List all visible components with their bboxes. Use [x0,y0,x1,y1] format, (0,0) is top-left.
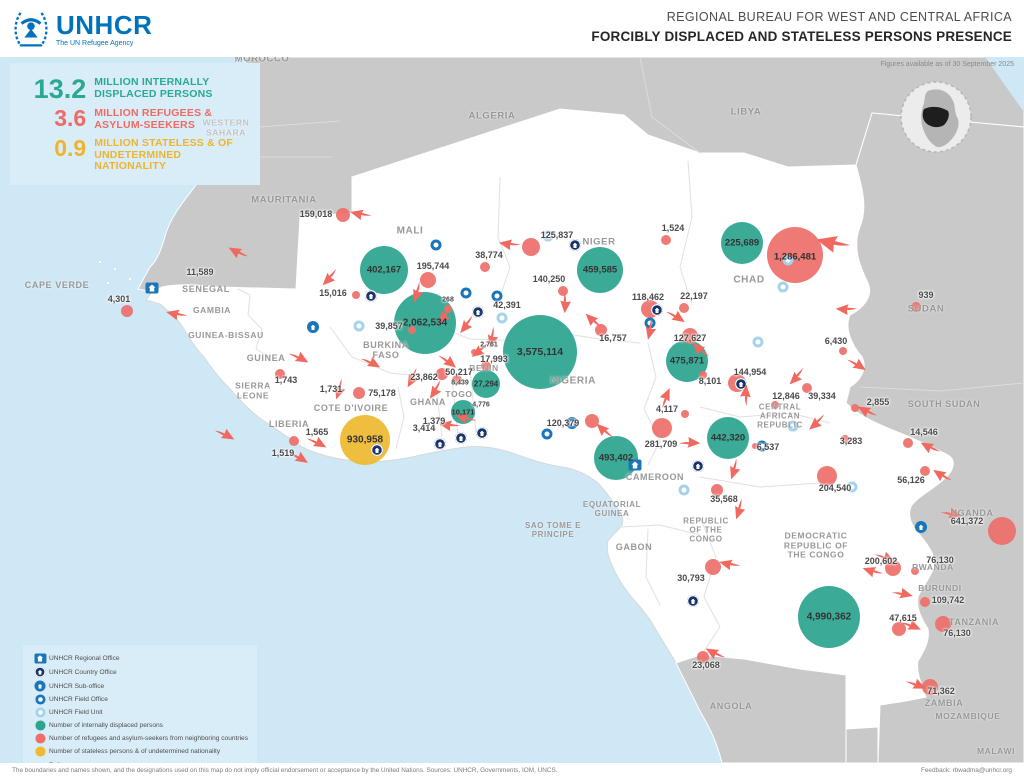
stat-refugees-value: 3.6 [54,105,87,132]
legend-item-label: Number of refugees and asylum-seekers fr… [49,735,249,742]
unhcr-emblem-icon [14,12,48,47]
legend-item-label: UNHCR Regional Office [49,655,120,662]
stat-idp-value: 13.2 [33,74,87,104]
stl-legend-icon [32,746,49,757]
legend-item-label: Number of stateless persons & of undeter… [49,748,221,755]
map-legend: UNHCR Regional Office UNHCR Country Offic… [23,645,257,763]
logo-wordmark: UNHCR The UN Refugee Agency [56,12,152,47]
stat-idp-label: MILLION INTERNALLY DISPLACED PERSONS [94,76,213,100]
unhcr-logo: UNHCR The UN Refugee Agency [12,8,152,50]
stat-stateless-label: MILLION STATELESS & OF UNDETERMINED NATI… [94,137,233,173]
key-figures-panel: 13.2 MILLION INTERNALLY DISPLACED PERSON… [10,63,260,186]
legend-item: UNHCR Field Office [31,694,249,705]
stat-idp: 13.2 MILLION INTERNALLY DISPLACED PERSON… [22,74,248,104]
legend-item: Number of stateless persons & of undeter… [31,746,249,757]
disclaimer-text: The boundaries and names shown, and the … [12,767,558,774]
legend-item: UNHCR Regional Office [31,653,249,664]
legend-item: Number of refugees and asylum-seekers fr… [31,733,249,744]
ref-legend-icon [32,733,49,744]
legend-item-label: UNHCR Field Unit [49,709,103,716]
legend-item: UNHCR Sub-office [31,680,249,692]
africa-locator-globe [898,79,974,155]
legend-item: UNHCR Country Office [31,666,249,678]
sub-legend-icon [32,680,49,692]
page-title: REGIONAL BUREAU FOR WEST AND CENTRAL AFR… [591,10,1012,44]
country-legend-icon [32,666,49,678]
legend-item-label: UNHCR Field Office [49,696,108,703]
stat-refugees: 3.6 MILLION REFUGEES & ASYLUM-SEEKERS [22,105,248,132]
legend-item-label: Number of internally displaced persons [49,722,163,729]
footer: The boundaries and names shown, and the … [0,763,1024,783]
legend-item: UNHCR Field Unit [31,707,249,718]
title-line1: REGIONAL BUREAU FOR WEST AND CENTRAL AFR… [666,10,1012,24]
stat-refugees-label: MILLION REFUGEES & ASYLUM-SEEKERS [94,107,213,131]
as-of-date: Figures available as of 30 September 202… [880,61,1014,68]
fieldoffice-legend-icon [32,694,49,705]
title-line2: FORCIBLY DISPLACED AND STATELESS PERSONS… [591,29,1012,44]
stat-stateless-value: 0.9 [54,135,87,162]
header: UNHCR The UN Refugee Agency REGIONAL BUR… [0,0,1024,57]
legend-item: Number of internally displaced persons [31,720,249,731]
arrow-legend-icon [32,760,49,763]
regional-legend-icon [32,653,49,664]
logo-tagline: The UN Refugee Agency [56,39,134,47]
legend-item-label: UNHCR Sub-office [49,682,105,690]
idp-legend-icon [32,720,49,731]
legend-item: Refugee movement [31,759,249,763]
fieldunit-legend-icon [32,707,49,718]
feedback-email-link[interactable]: Feedback: rbwadma@unhcr.org [920,767,1012,774]
logo-text: UNHCR [56,9,153,40]
legend-item-label: Refugee movement [49,762,107,763]
legend-item-label: UNHCR Country Office [49,668,117,676]
map-canvas: Figures available as of 30 September 202… [0,57,1024,763]
stat-stateless: 0.9 MILLION STATELESS & OF UNDETERMINED … [22,135,248,173]
